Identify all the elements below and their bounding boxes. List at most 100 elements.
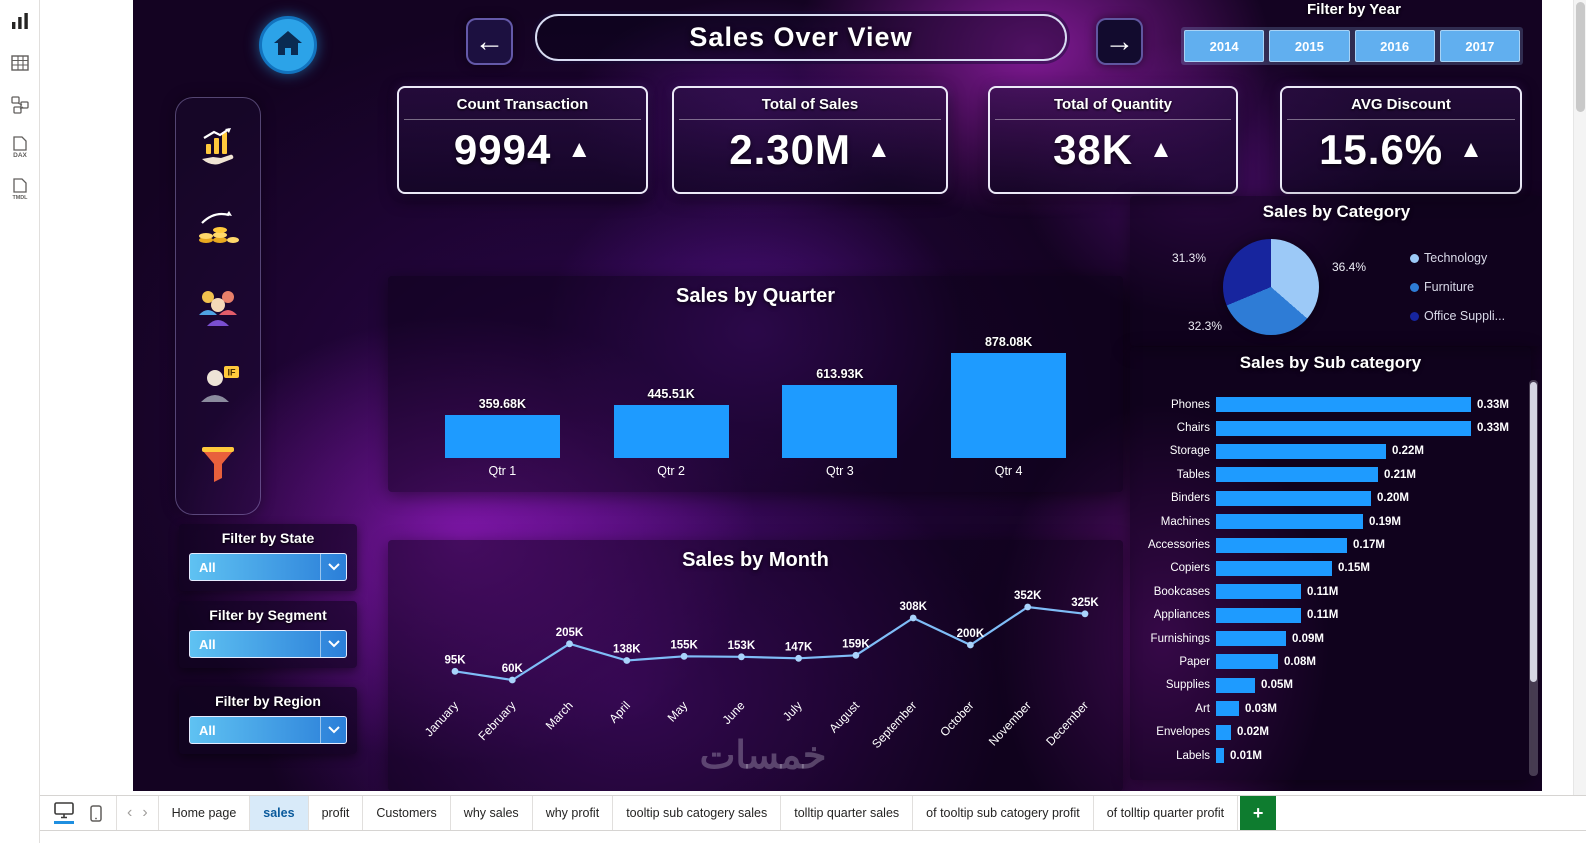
legend-item-office-supplies[interactable]: Office Suppli... — [1410, 309, 1505, 323]
line-point[interactable] — [852, 651, 860, 659]
scrollbar-thumb[interactable] — [1576, 2, 1585, 112]
subcategory-bar[interactable] — [1216, 397, 1471, 413]
subcategory-bar[interactable] — [1216, 490, 1371, 506]
point-value-label: 153K — [728, 640, 756, 652]
subcategory-row: Bookcases 0.11M — [1136, 580, 1527, 603]
page-tab-of-tolltip-quarter-profit[interactable]: of tolltip quarter profit — [1093, 796, 1239, 830]
subcategory-bar[interactable] — [1216, 537, 1347, 553]
legend-label: Technology — [1424, 251, 1488, 265]
year-button-2017[interactable]: 2017 — [1439, 30, 1520, 62]
subcategory-bar[interactable] — [1216, 584, 1301, 600]
vertical-scrollbar[interactable] — [1573, 0, 1586, 795]
point-value-label: 138K — [613, 644, 641, 656]
subcategory-value-label: 0.01M — [1230, 749, 1262, 762]
phone-view-icon[interactable] — [90, 804, 102, 822]
legend-item-technology[interactable]: Technology — [1410, 251, 1487, 265]
tab-scroll-right-icon[interactable]: › — [142, 804, 148, 821]
line-point[interactable] — [1024, 603, 1032, 611]
line-point[interactable] — [909, 614, 917, 622]
page-tab-sales[interactable]: sales — [250, 796, 309, 830]
pie-chart[interactable] — [1223, 239, 1319, 335]
chevron-down-icon — [320, 554, 346, 580]
page-tab-customers[interactable]: Customers — [363, 796, 451, 830]
line-point[interactable] — [680, 652, 688, 660]
sales-by-quarter-chart: Sales by Quarter 359.68K Qtr 1 445.51K Qtr … — [388, 276, 1123, 492]
year-button-2015[interactable]: 2015 — [1269, 30, 1350, 62]
subcategory-scrollbar[interactable] — [1529, 380, 1538, 776]
line-point[interactable] — [508, 676, 516, 684]
subcategory-bar[interactable] — [1216, 631, 1286, 647]
view-rail: DAX TMDL — [0, 0, 40, 843]
line-point[interactable] — [795, 654, 802, 662]
sales-hand-icon[interactable] — [191, 121, 245, 175]
legend-item-furniture[interactable]: Furniture — [1410, 280, 1474, 294]
tab-scroll-left-icon[interactable]: ‹ — [127, 804, 133, 821]
line-point[interactable] — [1081, 610, 1089, 618]
quarter-bar[interactable] — [951, 353, 1067, 458]
page-tab-tolltip-quarter-sales[interactable]: tolltip quarter sales — [781, 796, 914, 830]
customers-group-icon[interactable] — [191, 279, 245, 333]
line-point[interactable] — [566, 640, 573, 648]
subcategory-bar[interactable] — [1216, 514, 1363, 530]
subcategory-bar[interactable] — [1216, 677, 1255, 693]
quarter-bar[interactable] — [444, 415, 560, 458]
kpi-value: 2.30M — [729, 126, 851, 173]
month-axis-label: March — [543, 698, 576, 732]
home-button[interactable] — [259, 16, 317, 74]
model-view-icon[interactable] — [7, 92, 33, 118]
device-view-switcher — [40, 796, 117, 830]
segment-dropdown[interactable]: All — [189, 630, 347, 658]
page-tab-why-profit[interactable]: why profit — [532, 796, 614, 830]
line-point[interactable] — [623, 657, 631, 664]
year-button-2014[interactable]: 2014 — [1184, 30, 1265, 62]
add-page-button[interactable]: + — [1240, 796, 1277, 830]
subcategory-bar[interactable] — [1216, 748, 1224, 764]
subcategory-bar[interactable] — [1216, 443, 1386, 459]
page-tab-tooltip-sub-catogery-sales[interactable]: tooltip sub catogery sales — [613, 796, 782, 830]
state-dropdown[interactable]: All — [189, 553, 347, 581]
decorative-icon-panel: IF — [175, 97, 261, 515]
scrollbar-thumb[interactable] — [1530, 382, 1537, 682]
report-view-icon[interactable] — [7, 8, 33, 34]
back-button[interactable]: ← — [466, 18, 513, 65]
quarter-bar[interactable] — [613, 405, 729, 458]
subcategory-label: Copiers — [1170, 562, 1210, 575]
page-tab-bar: ‹ › Home page sales profit Customers why sal… — [40, 795, 1586, 831]
forward-button[interactable]: → — [1096, 18, 1143, 65]
year-button-2016[interactable]: 2016 — [1354, 30, 1435, 62]
line-point[interactable] — [967, 641, 974, 649]
profit-coins-icon[interactable] — [191, 200, 245, 254]
pie-percent-label: 36.4% — [1332, 260, 1367, 274]
subcategory-label: Machines — [1160, 515, 1210, 528]
line-chart-plot[interactable]: 95K January 60K February 205K March 138K April 1… — [388, 584, 1123, 789]
subcategory-bar[interactable] — [1216, 724, 1231, 740]
subcategory-bar[interactable] — [1216, 467, 1378, 483]
subcategory-bar[interactable] — [1216, 560, 1332, 576]
subcategory-row: Paper 0.08M — [1136, 650, 1527, 673]
chart-title: Sales by Sub category — [1239, 353, 1422, 372]
filter-label: Filter by Segment — [209, 607, 327, 623]
line-point[interactable] — [451, 667, 459, 675]
table-view-icon[interactable] — [7, 50, 33, 76]
chart-title: Sales by Category — [1262, 202, 1411, 221]
filter-funnel-icon[interactable] — [191, 437, 245, 491]
subcategory-bar[interactable] — [1216, 607, 1301, 623]
page-tab-profit[interactable]: profit — [308, 796, 364, 830]
page-tab-why-sales[interactable]: why sales — [450, 796, 533, 830]
page-tab-of-tooltip-sub-catogery-profit[interactable]: of tooltip sub catogery profit — [913, 796, 1094, 830]
subcategory-label: Envelopes — [1156, 726, 1210, 739]
region-dropdown[interactable]: All — [189, 716, 347, 744]
point-value-label: 95K — [444, 654, 466, 666]
chart-title: Sales by Quarter — [676, 285, 835, 307]
tmdl-view-icon[interactable]: TMDL — [7, 176, 33, 202]
quarter-bar[interactable] — [782, 385, 898, 458]
subcategory-bar[interactable] — [1216, 654, 1278, 670]
dax-query-view-icon[interactable]: DAX — [7, 134, 33, 160]
subcategory-row: Binders 0.20M — [1136, 487, 1527, 510]
subcategory-bar[interactable] — [1216, 701, 1239, 717]
agent-if-icon[interactable]: IF — [191, 358, 245, 412]
subcategory-bar[interactable] — [1216, 420, 1471, 436]
line-point[interactable] — [738, 653, 745, 661]
page-tab-home-page[interactable]: Home page — [157, 796, 251, 830]
desktop-view-icon[interactable] — [54, 802, 74, 824]
